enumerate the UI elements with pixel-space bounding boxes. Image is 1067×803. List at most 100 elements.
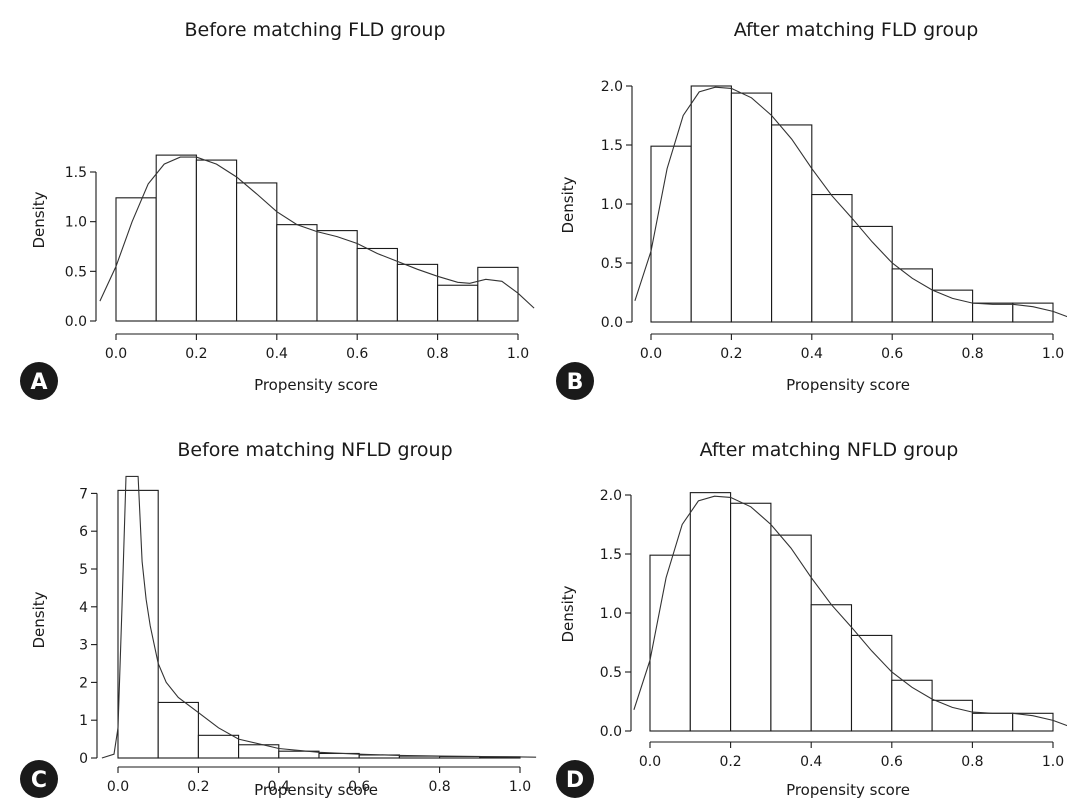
density-curve	[99, 156, 535, 309]
panel-badge-letter: C	[31, 768, 47, 793]
histogram-bar	[891, 679, 933, 732]
chart-panel-d: 0.0 0.5 1.0 1.5 2.0 0.0 0.2 0.4 0.6 0.8 1.0 After m…	[556, 439, 1067, 799]
chart-title: Before matching NFLD group	[177, 439, 452, 461]
panel-badge: B	[556, 362, 594, 400]
panel-badge-letter: D	[566, 768, 584, 793]
histogram-bar	[850, 634, 893, 732]
density-curve	[101, 475, 537, 759]
density-curve	[634, 86, 1067, 318]
y-tick-label: 7	[79, 486, 88, 502]
histogram-bar	[689, 492, 732, 732]
histogram-bar	[972, 302, 1014, 323]
panel-badge-letter: A	[30, 370, 47, 395]
panel-badge-circle	[556, 760, 594, 798]
y-axis-label: Density	[559, 176, 577, 233]
y-tick-label: 1.5	[601, 138, 623, 154]
histogram-bar	[157, 701, 199, 759]
y-tick-label: 0.0	[600, 724, 622, 740]
y-tick-label: 0.0	[601, 315, 623, 331]
y-tick-label: 2.0	[600, 488, 622, 504]
y-tick-label: 1.0	[600, 606, 622, 622]
x-tick-label: 0.6	[881, 346, 903, 362]
y-tick-label: 0.5	[601, 256, 623, 272]
histogram-bar	[650, 145, 692, 323]
histogram-bar	[155, 154, 197, 322]
y-tick-label: 0.5	[600, 665, 622, 681]
x-axis-label: Propensity score	[254, 376, 378, 394]
y-tick-label: 0	[79, 751, 88, 767]
panel-badge: A	[20, 362, 58, 400]
y-tick-label: 5	[79, 562, 88, 578]
histogram-bar	[356, 247, 398, 322]
histogram-bar	[931, 699, 973, 732]
x-tick-label: 0.0	[107, 779, 129, 795]
y-tick-label: 0.0	[65, 314, 87, 330]
x-tick-label: 0.2	[185, 346, 207, 362]
histogram-bar	[730, 502, 772, 732]
histogram-bar	[971, 712, 1014, 732]
x-axis-label: Propensity score	[254, 781, 378, 799]
y-tick-label: 3	[79, 638, 88, 654]
histogram-bar	[851, 225, 893, 323]
y-tick-label: 2	[79, 675, 88, 691]
x-tick-label: 1.0	[507, 346, 529, 362]
x-tick-label: 0.6	[348, 779, 370, 795]
y-tick-label: 0.5	[65, 264, 87, 280]
histogram-bar	[236, 182, 278, 322]
histogram-bar	[396, 263, 439, 322]
histogram-bar	[1012, 302, 1054, 323]
histogram-bar	[197, 734, 240, 759]
x-tick-label: 0.4	[268, 779, 290, 795]
panel-badge-circle	[556, 362, 594, 400]
x-tick-label: 1.0	[1042, 754, 1064, 770]
panel-badge-letter: B	[567, 370, 584, 395]
histogram-bar	[770, 534, 812, 732]
y-tick-label: 2.0	[601, 79, 623, 95]
panel-badge-circle	[20, 760, 58, 798]
x-tick-label: 0.8	[961, 754, 983, 770]
histogram-bar	[316, 230, 358, 322]
histogram-bar	[730, 92, 773, 323]
x-tick-label: 0.8	[961, 346, 983, 362]
y-tick-label: 1	[79, 713, 88, 729]
y-tick-label: 4	[79, 600, 88, 616]
chart-title: Before matching FLD group	[184, 19, 445, 41]
chart-panel-c: 0 1 2 3 4 5 6 7 0.0 0.2 0.4 0.6 0.8 1.0 Before matchin…	[20, 439, 537, 799]
y-axis-label: Density	[30, 191, 48, 248]
y-tick-label: 1.0	[65, 215, 87, 231]
x-tick-label: 0.8	[428, 779, 450, 795]
histogram-bar	[195, 159, 238, 322]
x-axis-label: Propensity score	[786, 781, 910, 799]
x-tick-label: 0.0	[639, 754, 661, 770]
y-axis-label: Density	[559, 585, 577, 642]
histogram-bar	[810, 604, 853, 732]
x-tick-label: 0.0	[640, 346, 662, 362]
histogram-bar	[115, 197, 157, 322]
x-tick-label: 1.0	[1042, 346, 1064, 362]
x-tick-label: 0.0	[105, 346, 127, 362]
x-tick-label: 0.4	[266, 346, 288, 362]
chart-panel-a: 0.0 0.5 1.0 1.5 0.0 0.2 0.4 0.6 0.8 1.0 Before mat…	[20, 19, 535, 400]
histogram-bar	[931, 289, 974, 323]
histogram-bar	[891, 268, 933, 323]
histogram-bar	[771, 124, 813, 323]
x-tick-label: 0.2	[187, 779, 209, 795]
histogram-bar	[811, 194, 853, 323]
x-tick-label: 0.8	[426, 346, 448, 362]
x-tick-label: 1.0	[509, 779, 531, 795]
histogram-bar	[690, 85, 732, 323]
histogram-bar	[477, 266, 519, 322]
density-curve	[633, 495, 1067, 727]
panel-badge: D	[556, 760, 594, 798]
x-tick-label: 0.6	[346, 346, 368, 362]
histogram-bar	[649, 554, 691, 732]
y-tick-label: 6	[79, 524, 88, 540]
y-axis-label: Density	[30, 591, 48, 648]
x-tick-label: 0.6	[881, 754, 903, 770]
y-tick-label: 1.0	[601, 197, 623, 213]
x-axis-label: Propensity score	[786, 376, 910, 394]
histogram-bar	[437, 284, 479, 322]
x-tick-label: 0.4	[800, 754, 822, 770]
y-tick-label: 1.5	[65, 165, 87, 181]
